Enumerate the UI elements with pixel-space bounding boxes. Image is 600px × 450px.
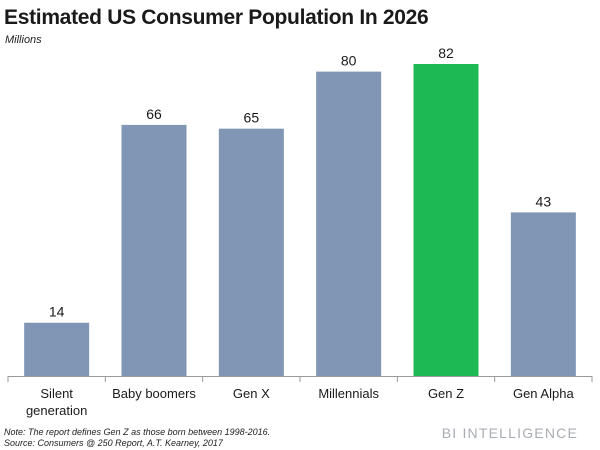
data-label: 82 bbox=[438, 45, 454, 61]
data-label: 65 bbox=[244, 110, 260, 126]
bar-gen-alpha bbox=[510, 212, 576, 376]
chart-title: Estimated US Consumer Population In 2026 bbox=[4, 6, 429, 29]
data-label: 80 bbox=[341, 53, 357, 69]
footnote: Note: The report defines Gen Z as those … bbox=[4, 427, 271, 437]
x-tick-label: Baby boomers bbox=[112, 386, 196, 401]
bar-silent-generation bbox=[24, 322, 90, 376]
x-tick-label: Millennials bbox=[318, 386, 379, 401]
data-label: 43 bbox=[536, 193, 552, 209]
bar-baby-boomers bbox=[121, 124, 187, 376]
data-label: 66 bbox=[146, 106, 162, 122]
data-label: 14 bbox=[49, 304, 65, 320]
bar-gen-x bbox=[218, 128, 284, 376]
x-tick-label: Gen Alpha bbox=[513, 386, 574, 401]
chart-subtitle: Millions bbox=[5, 34, 42, 46]
x-tick-label: Silent generation bbox=[26, 386, 87, 418]
source-note: Source: Consumers @ 250 Report, A.T. Kea… bbox=[4, 438, 223, 448]
brand-logo: BI INTELLIGENCE bbox=[441, 425, 578, 441]
x-tick-label: Gen Z bbox=[428, 386, 464, 401]
bar-gen-z bbox=[413, 64, 479, 376]
bar-millennials bbox=[316, 71, 382, 377]
x-tick-label: Gen X bbox=[233, 386, 270, 401]
